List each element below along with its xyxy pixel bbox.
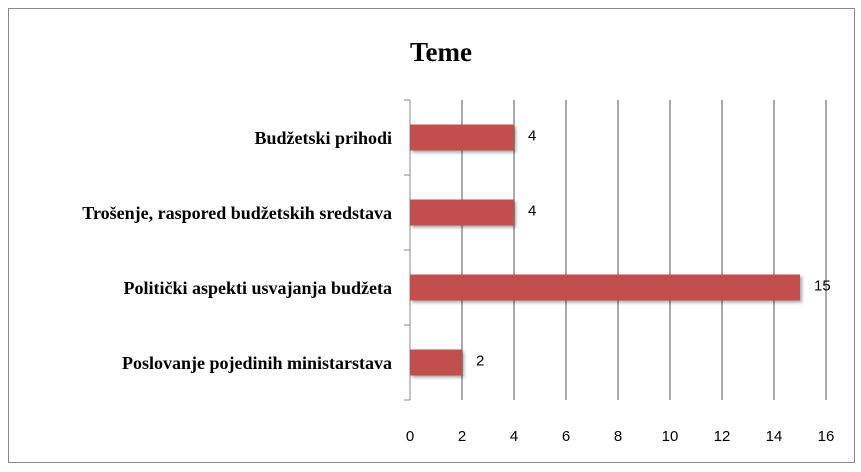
category-label: Trošenje, raspored budžetskih sredstava xyxy=(82,202,392,223)
bar xyxy=(410,349,462,376)
x-tick-label: 0 xyxy=(406,428,414,445)
x-tick-label: 4 xyxy=(510,428,518,445)
x-tick-label: 10 xyxy=(662,428,679,445)
category-label: Budžetski prihodi xyxy=(254,127,392,148)
x-tick-label: 2 xyxy=(458,428,466,445)
data-label: 15 xyxy=(814,277,831,294)
x-tick-label: 8 xyxy=(614,428,622,445)
bar xyxy=(410,274,800,301)
category-label-box: Trošenje, raspored budžetskih sredstava xyxy=(20,201,392,225)
category-label-box: Budžetski prihodi xyxy=(20,126,392,150)
data-label: 4 xyxy=(528,127,536,144)
category-label-box: Poslovanje pojedinih ministarstava xyxy=(20,351,392,375)
category-label-box: Politički aspekti usvajanja budžeta xyxy=(20,276,392,300)
bar xyxy=(410,199,514,226)
data-label: 4 xyxy=(528,202,536,219)
x-tick-label: 16 xyxy=(818,428,835,445)
category-label: Poslovanje pojedinih ministarstava xyxy=(121,352,392,373)
bar xyxy=(410,124,514,151)
x-tick-label: 6 xyxy=(562,428,570,445)
x-tick-label: 14 xyxy=(766,428,783,445)
chart-border xyxy=(8,8,855,463)
data-label: 2 xyxy=(476,352,484,369)
chart-title: Teme xyxy=(410,37,472,67)
category-label: Politički aspekti usvajanja budžeta xyxy=(123,277,392,298)
x-tick-label: 12 xyxy=(714,428,731,445)
